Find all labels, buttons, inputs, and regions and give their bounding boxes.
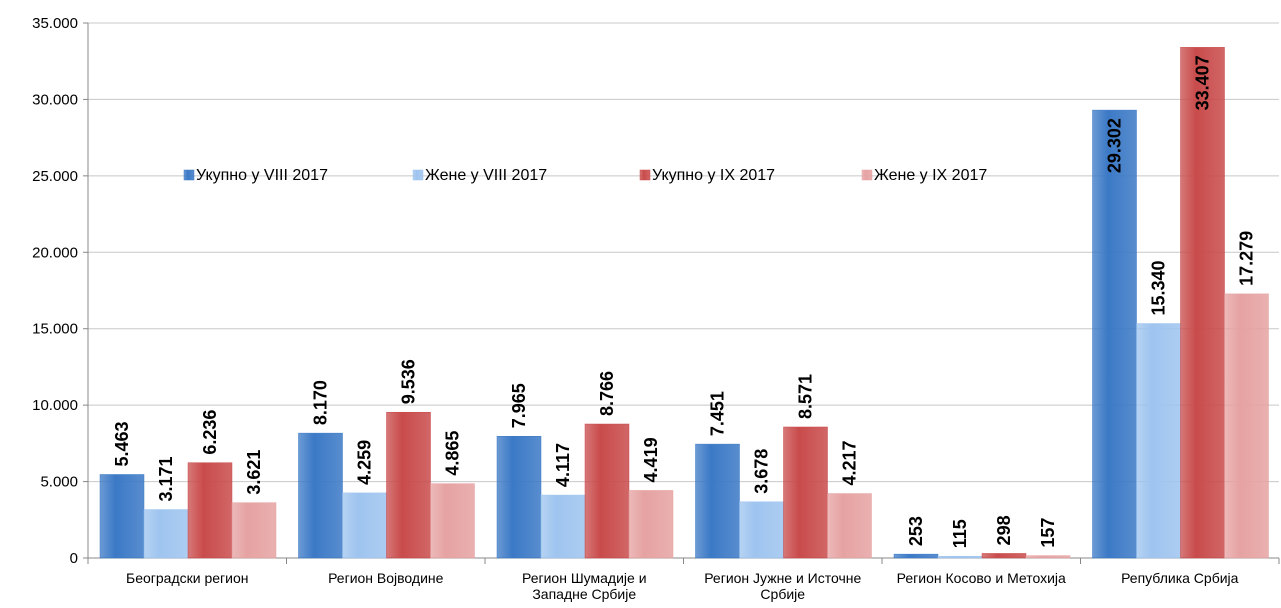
bar [827,493,872,559]
bar [386,411,431,559]
bar [342,492,387,559]
bar [1136,323,1181,559]
value-label: 9.536 [399,359,419,404]
value-label: 4.259 [355,440,375,485]
bar [1180,47,1225,559]
bar [496,435,542,559]
x-tick-label: Регион Шумадије и Западне Србије [521,570,647,602]
bar [893,553,939,559]
value-label: 4.217 [840,440,860,485]
legend-swatch [183,169,195,181]
bar [739,501,784,559]
bar [187,462,233,559]
x-tick-label: Регион Јужне и Источне Србије [704,570,862,602]
y-tick-label: 0 [70,550,78,567]
value-label: 3.171 [156,456,176,501]
value-label: 8.571 [796,374,816,419]
value-label: 17.279 [1237,231,1257,286]
value-label: 15.340 [1149,260,1169,315]
value-label: 33.407 [1193,55,1213,110]
bar [143,509,189,559]
legend-label: Жене у VIII 2017 [425,167,547,184]
y-tick-label: 25.000 [32,168,78,185]
value-label: 253 [906,516,926,546]
value-label: 4.865 [443,431,463,476]
bar [231,502,277,559]
value-label: 29.302 [1105,118,1125,173]
legend-swatch [861,169,873,181]
bar [1224,293,1269,559]
y-tick-label: 15.000 [32,321,78,338]
bar [1092,109,1137,559]
value-label: 4.419 [641,437,661,482]
x-tick-label: Република Србија [1121,570,1239,586]
value-label: 3.621 [244,450,264,495]
legend-swatch [412,169,424,181]
bar [981,553,1027,559]
bar [430,483,475,559]
value-label: 8.766 [597,371,617,416]
x-tick-label: Регион Косово и Метохија [896,570,1066,586]
value-label: 7.965 [509,383,529,428]
y-tick-label: 35.000 [32,15,78,32]
value-label: 115 [950,519,970,548]
bar [584,423,630,559]
bar [99,474,145,559]
legend-label: Укупно у VIII 2017 [196,167,328,184]
bar [783,426,828,559]
value-label: 4.117 [553,443,573,487]
y-tick-label: 5.000 [40,474,78,491]
y-tick-label: 20.000 [32,244,78,261]
bar [1025,555,1071,559]
value-label: 6.236 [200,410,220,455]
legend-swatch [639,169,651,181]
bar [937,555,983,559]
bar [695,443,740,559]
y-tick-label: 10.000 [32,397,78,414]
value-label: 8.170 [311,380,331,425]
x-tick-label: Регион Војводине [328,570,444,586]
value-label: 7.451 [708,391,728,436]
value-label: 3.678 [752,449,772,494]
value-label: 298 [994,515,1014,545]
value-label: 5.463 [112,421,132,466]
x-tick-label: Београдски регион [126,570,249,586]
y-tick-label: 30.000 [32,91,78,108]
legend-label: Укупно у IX 2017 [652,167,775,184]
legend-label: Жене у IX 2017 [874,167,987,184]
bar [540,494,586,559]
value-label: 157 [1038,518,1058,548]
bar [628,490,674,559]
bar [298,432,343,559]
